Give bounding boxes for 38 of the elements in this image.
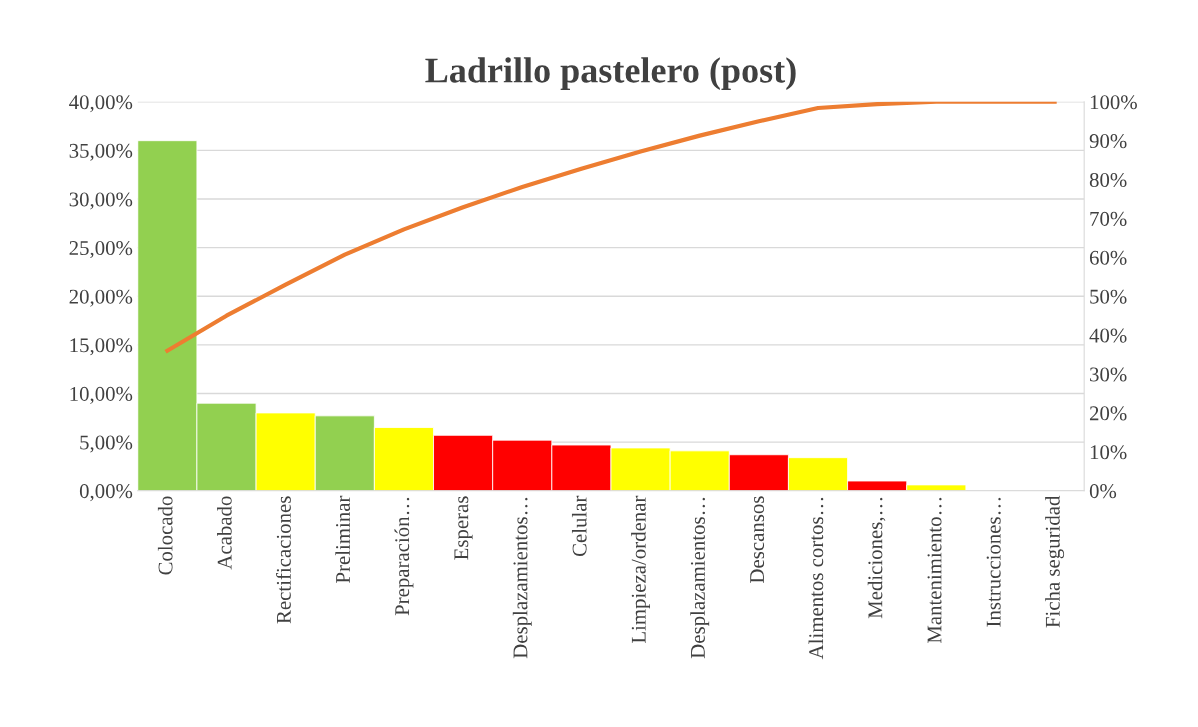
x-tick-label: Desplazamientos… — [690, 497, 710, 659]
y2-tick-label: 20% — [1089, 406, 1127, 421]
x-tick-label: Celular — [571, 495, 587, 557]
y2-tick-label: 30% — [1090, 367, 1127, 382]
y-tick-label: 0,00% — [79, 484, 133, 502]
y-tick-label: 25,00% — [69, 241, 133, 259]
y2-tick-label: 60% — [1089, 250, 1127, 265]
y2-tick-label: 70% — [1090, 211, 1127, 226]
x-tick-label: Mediciones,… — [867, 497, 886, 619]
y2-tick-label: 90% — [1089, 134, 1127, 149]
x-tick-label: Preparación… — [394, 497, 414, 616]
y2-tick-label: 80% — [1089, 172, 1127, 188]
x-tick-label: Mantenimiento… — [927, 497, 942, 644]
x-tick-label: Preliminar — [335, 495, 351, 583]
x-tick-label: Acabado — [217, 496, 232, 570]
y-tick-label: 35,00% — [69, 143, 133, 161]
x-tick-label: Ficha seguridad — [1045, 495, 1065, 628]
x-tick-label: Instrucciones… — [986, 497, 1001, 627]
y2-tick-label: 10% — [1090, 445, 1127, 460]
y2-tick-label: 0% — [1089, 484, 1117, 499]
y2-tick-label: 50% — [1090, 289, 1127, 304]
x-tick-label: Descansos — [750, 496, 765, 583]
line-series — [165, 101, 1057, 353]
y2-tick-label: 40% — [1089, 328, 1127, 343]
y-tick-label: 10,00% — [70, 386, 133, 404]
x-tick-label: Colocado — [157, 496, 173, 575]
x-tick-label: Alimentos cortos… — [808, 497, 824, 660]
y-tick-label: 5,00% — [80, 435, 133, 453]
x-tick-label: Rectificaciones — [275, 496, 291, 624]
y-tick-label: 40,00% — [69, 95, 133, 113]
y-tick-label: 15,00% — [70, 338, 133, 356]
y-tick-label: 20,00% — [69, 289, 133, 307]
x-tick-label: Limpieza/ordenar — [631, 495, 650, 644]
chart-title: Ladrillo pastelero (post) — [425, 57, 796, 91]
x-tick-label: Desplazamientos… — [512, 497, 532, 659]
x-tick-label: Esperas — [454, 496, 473, 560]
y2-tick-label: 100% — [1090, 95, 1137, 110]
y-tick-label: 30,00% — [69, 192, 133, 210]
